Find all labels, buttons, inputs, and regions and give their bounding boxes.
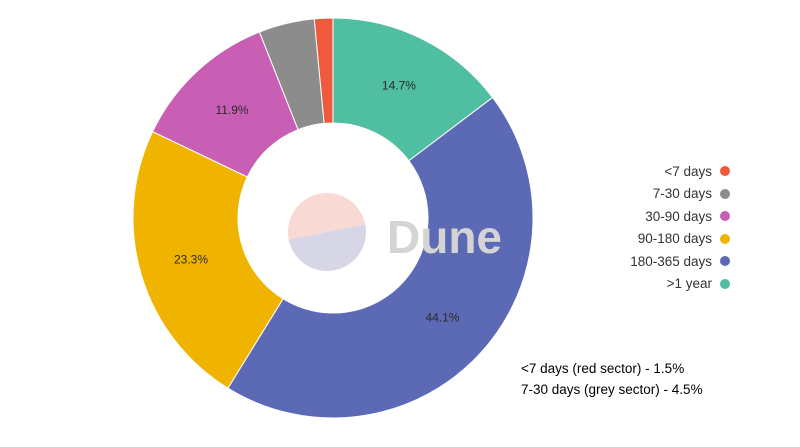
watermark-logo-top-half	[288, 193, 366, 240]
legend-swatch	[720, 188, 730, 199]
legend-swatch	[720, 278, 730, 289]
legend-item: 30-90 days	[560, 205, 730, 228]
donut-slices	[132, 17, 534, 419]
note-red-sector: <7 days (red sector) - 1.5%	[521, 361, 685, 376]
legend-item: 7-30 days	[560, 183, 730, 206]
legend-label: 180-365 days	[630, 253, 712, 269]
chart-legend: <7 days 7-30 days 30-90 days 90-180 days 180…	[560, 160, 730, 295]
data-label: 44.1%	[425, 311, 459, 325]
legend-swatch	[720, 233, 730, 244]
legend-swatch	[720, 211, 730, 222]
legend-swatch	[720, 256, 730, 267]
dune-watermark: Dune	[288, 193, 502, 271]
watermark-logo-bottom-half	[288, 224, 366, 271]
data-label: 14.7%	[382, 79, 416, 93]
data-label: 23.3%	[174, 253, 208, 267]
slice-1-year	[332, 17, 494, 162]
watermark-text: Dune	[387, 211, 502, 263]
slice-90-180-days	[132, 131, 284, 389]
data-label: 11.9%	[215, 103, 248, 117]
slice-180-365-days	[227, 96, 534, 419]
legend-item: 180-365 days	[560, 250, 730, 273]
legend-label: >1 year	[666, 276, 712, 292]
legend-label: 90-180 days	[637, 231, 712, 247]
legend-item: 90-180 days	[560, 228, 730, 251]
legend-item: <7 days	[560, 160, 730, 183]
legend-label: 7-30 days	[652, 186, 712, 202]
slice-data-labels: 11.9% 23.3% 44.1% 14.7%	[174, 79, 460, 325]
legend-item: >1 year	[560, 273, 730, 296]
legend-swatch	[720, 166, 730, 177]
legend-label: <7 days	[664, 163, 712, 179]
note-grey-sector: 7-30 days (grey sector) - 4.5%	[521, 382, 703, 397]
legend-label: 30-90 days	[645, 208, 712, 224]
